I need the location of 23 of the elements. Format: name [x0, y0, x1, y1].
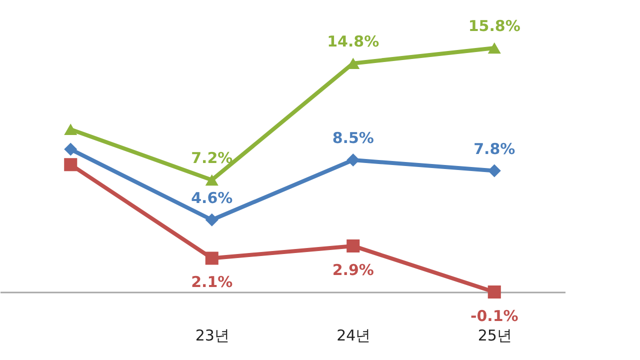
point	[488, 42, 501, 54]
x-tick-label: 23년	[195, 326, 230, 344]
data-label: 7.8%	[474, 140, 516, 158]
data-label: 2.9%	[332, 260, 374, 279]
data-label: 8.5%	[332, 129, 374, 148]
point	[205, 252, 218, 265]
point	[64, 142, 78, 156]
data-label: 7.2%	[191, 148, 233, 167]
data-label: 14.8%	[327, 32, 380, 50]
point	[488, 285, 501, 299]
point	[205, 174, 218, 186]
point	[64, 124, 78, 135]
data-label: 15.8%	[468, 17, 520, 35]
data-label: 2.1%	[191, 273, 233, 292]
point	[205, 213, 218, 226]
point	[346, 154, 360, 167]
data-label: 4.6%	[191, 188, 233, 207]
x-tick-label: 25년	[478, 326, 512, 344]
x-tick-label: 24년	[336, 326, 371, 344]
point	[64, 158, 78, 172]
point	[346, 239, 360, 252]
data-label: -0.1%	[470, 307, 518, 325]
point	[488, 164, 501, 178]
